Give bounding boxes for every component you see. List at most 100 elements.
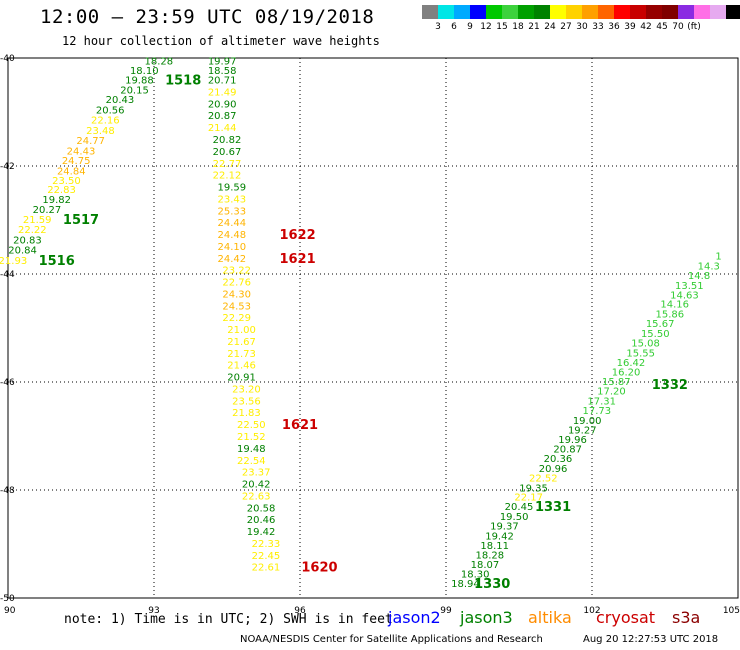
- swh-value-label: 19.50: [500, 512, 529, 523]
- swh-value-label: 18.28: [475, 550, 504, 561]
- swh-value-label: 20.82: [213, 135, 242, 146]
- swh-value-label: 22.63: [242, 491, 271, 502]
- swh-value-label: 21.52: [237, 432, 266, 443]
- swh-value-label: 22.76: [222, 278, 251, 289]
- color-scale-label: 9: [467, 22, 473, 32]
- pass-time-label: 1621: [282, 418, 318, 433]
- y-tick-label: -50: [0, 594, 15, 604]
- swh-value-label: 22.29: [222, 313, 251, 324]
- swh-value-label: 21.49: [208, 87, 237, 98]
- x-tick-label: 93: [148, 606, 159, 616]
- color-scale-swatch: [662, 5, 678, 19]
- swh-value-label: 16.42: [617, 358, 646, 369]
- swh-value-label: 20.45: [505, 502, 534, 513]
- swh-value-label: 14.16: [660, 300, 689, 311]
- swh-value-label: 22.61: [252, 563, 281, 574]
- swh-value-label: 14.3: [698, 261, 720, 272]
- x-tick-label: 96: [294, 606, 306, 616]
- swh-value-label: 18.11: [480, 541, 509, 552]
- color-scale-label: 12: [480, 22, 492, 32]
- color-scale-swatch: [566, 5, 582, 19]
- swh-value-label: 20.83: [13, 235, 42, 246]
- legend-item: altika: [528, 608, 572, 627]
- pass-time-label: 1621: [279, 252, 315, 267]
- pass-time-label: 1332: [652, 378, 688, 393]
- swh-value-label: 22.77: [213, 159, 242, 170]
- swh-value-label: 19.37: [490, 522, 519, 533]
- swh-value-label: 20.58: [247, 503, 276, 514]
- color-scale-label: 24: [544, 22, 556, 32]
- swh-value-label: 24.44: [218, 218, 247, 229]
- x-tick-label: 102: [583, 606, 600, 616]
- swh-value-label: 21.73: [227, 349, 256, 360]
- color-scale-swatch: [694, 5, 710, 19]
- swh-value-label: 22.12: [213, 171, 242, 182]
- swh-value-label: 18.30: [461, 570, 490, 581]
- swh-value-label: 23.22: [222, 266, 251, 277]
- swh-value-label: 19.59: [218, 183, 247, 194]
- swh-value-label: 21.00: [227, 325, 256, 336]
- swh-value-label: 20.84: [8, 246, 37, 257]
- swh-value-label: 20.27: [33, 205, 62, 216]
- swh-value-label: 19.82: [42, 195, 71, 206]
- swh-value-label: 19.42: [247, 527, 276, 538]
- swh-value-label: 21.83: [232, 408, 261, 419]
- y-tick-label: -40: [0, 54, 15, 64]
- swh-value-label: 21.59: [23, 215, 52, 226]
- swh-value-label: 19.42: [485, 531, 514, 542]
- color-scale-swatch: [454, 5, 470, 19]
- swh-value-label: 20.87: [553, 444, 582, 455]
- swh-value-label: 23.48: [86, 126, 115, 137]
- swh-value-label: 17.31: [587, 396, 616, 407]
- swh-value-label: 19.00: [573, 416, 602, 427]
- color-scale-swatch: [470, 5, 486, 19]
- swh-value-label: 24.43: [67, 146, 96, 157]
- swh-value-label: 20.42: [242, 480, 271, 491]
- swh-value-label: 22.22: [18, 225, 47, 236]
- color-scale-swatch: [598, 5, 614, 19]
- color-scale-label: 30: [576, 22, 588, 32]
- color-scale-swatch: [710, 5, 726, 19]
- swh-value-label: 23.37: [242, 468, 271, 479]
- swh-value-label: 16.20: [612, 368, 641, 379]
- swh-value-label: 15.55: [626, 348, 655, 359]
- plot-frame: [7, 57, 739, 599]
- color-scale-label: 33: [592, 22, 604, 32]
- legend-item: jason3: [460, 608, 513, 627]
- swh-value-label: 21.67: [227, 337, 256, 348]
- color-scale-label: 42: [640, 22, 652, 32]
- legend-item: jason2: [388, 608, 441, 627]
- swh-value-label: 14.8: [688, 271, 710, 282]
- swh-value-label: 20.46: [247, 515, 276, 526]
- swh-value-label: 15.08: [631, 339, 660, 350]
- swh-value-label: 19.27: [568, 426, 597, 437]
- color-scale-swatch: [582, 5, 598, 19]
- x-tick-label: 99: [440, 606, 452, 616]
- color-scale-label: 27: [560, 22, 572, 32]
- color-scale-swatch: [550, 5, 566, 19]
- chart-subtitle: 12 hour collection of altimeter wave hei…: [62, 34, 380, 48]
- swh-value-label: 18.07: [471, 560, 500, 571]
- swh-value-label: 1: [715, 252, 721, 263]
- legend-item: s3a: [672, 608, 701, 627]
- color-scale-swatch: [646, 5, 662, 19]
- pass-time-label: 1517: [63, 213, 99, 228]
- swh-value-label: 17.20: [597, 387, 626, 398]
- swh-value-label: 15.67: [646, 319, 675, 330]
- swh-value-label: 18.58: [208, 66, 237, 77]
- x-tick-label: 90: [4, 606, 16, 616]
- swh-value-label: 22.54: [237, 456, 266, 467]
- swh-value-label: 20.56: [96, 105, 125, 116]
- swh-value-label: 19.96: [558, 435, 587, 446]
- pass-time-label: 1331: [535, 500, 571, 515]
- swh-value-label: 15.50: [641, 329, 670, 340]
- color-scale-swatch: [678, 5, 694, 19]
- swh-value-label: 22.52: [529, 474, 558, 485]
- color-scale-label: 70: [672, 22, 684, 32]
- color-scale-swatch: [438, 5, 454, 19]
- swh-value-label: 23.43: [218, 194, 247, 205]
- y-tick-label: -42: [0, 162, 15, 172]
- pass-time-label: 1620: [301, 561, 337, 576]
